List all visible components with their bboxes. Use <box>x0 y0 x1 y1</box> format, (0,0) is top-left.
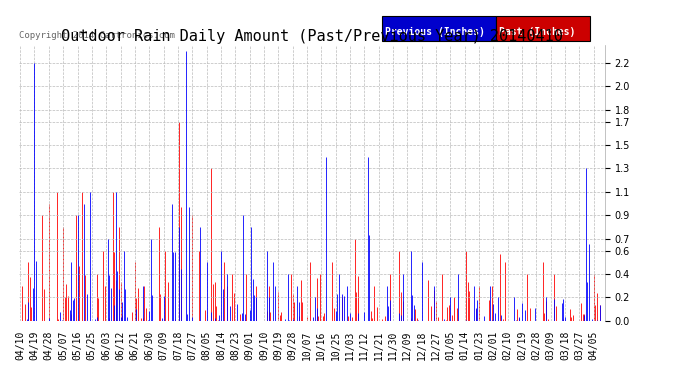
FancyBboxPatch shape <box>496 16 590 41</box>
Text: Previous (Inches): Previous (Inches) <box>385 27 485 37</box>
FancyBboxPatch shape <box>382 16 496 41</box>
Text: Copyright 2014 Cartronics.com: Copyright 2014 Cartronics.com <box>19 31 175 40</box>
Title: Outdoor Rain Daily Amount (Past/Previous Year) 20140410: Outdoor Rain Daily Amount (Past/Previous… <box>61 29 562 44</box>
Text: Past (Inches): Past (Inches) <box>500 27 575 37</box>
